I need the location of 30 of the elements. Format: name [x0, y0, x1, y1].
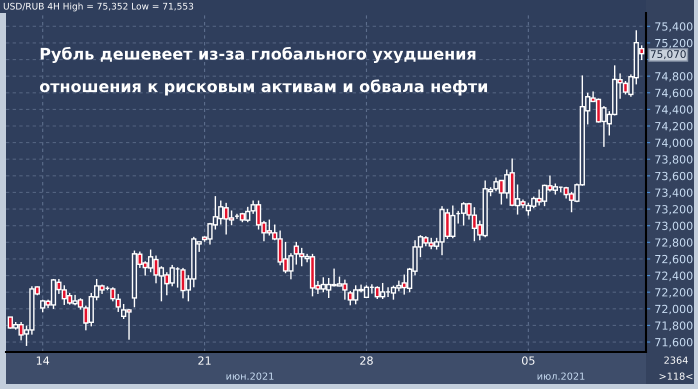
y-tick-label: 73,000 — [655, 222, 692, 232]
text: 75,070 — [650, 50, 686, 60]
y-tick-label: 73,800 — [655, 155, 692, 165]
y-tick-label: 74,200 — [655, 122, 692, 132]
text: Рубль дешевеет из-за глобального ухудшения отношения к рисковым активам и обвала нефти — [40, 46, 488, 96]
y-tick-label: 72,000 — [655, 304, 692, 314]
y-tick-label: 73,400 — [655, 188, 692, 198]
x-tick-label: 05 — [522, 356, 534, 365]
x-tick-label: 14 — [36, 356, 50, 365]
y-tick-label: 72,800 — [655, 238, 692, 248]
y-tick-label: 75,400 — [655, 22, 692, 32]
text: >118< — [660, 372, 692, 380]
x-tick-label: 28 — [360, 356, 373, 365]
text: июн.2021 — [226, 372, 274, 380]
y-tick-label: 74,000 — [655, 138, 692, 148]
y-tick-label: 72,200 — [655, 288, 692, 298]
chart-subtitle: USD/RUB 4H High = 75,352 Low = 71,553 — [4, 2, 194, 12]
y-tick-label: 72,400 — [655, 272, 692, 282]
y-tick-label: 72,600 — [655, 254, 692, 264]
text: июл.2021 — [538, 372, 584, 380]
x-tick-label: 21 — [198, 356, 211, 365]
y-tick-label: 74,400 — [655, 105, 692, 115]
y-tick-label: 71,600 — [655, 338, 692, 348]
y-tick-label: 74,600 — [655, 88, 692, 98]
y-tick-label: 74,800 — [655, 72, 692, 82]
text: 2364 — [664, 356, 688, 364]
y-tick-label: 73,600 — [655, 172, 692, 182]
y-tick-label: 73,200 — [655, 205, 692, 215]
y-tick-label: 75,200 — [655, 38, 692, 48]
y-tick-label: 71,800 — [655, 321, 692, 331]
